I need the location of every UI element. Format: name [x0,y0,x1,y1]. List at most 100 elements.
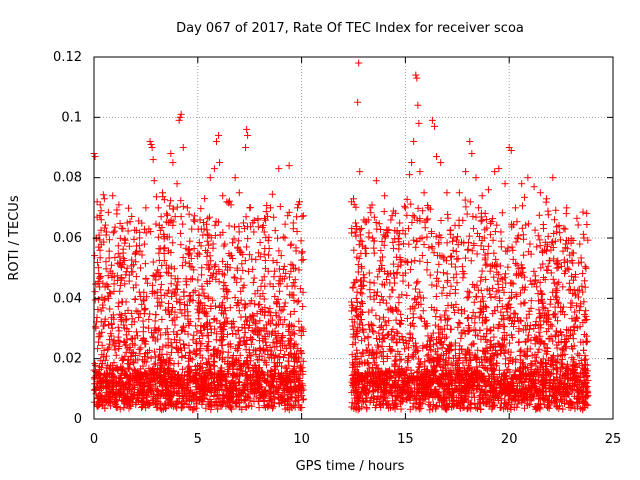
data-point [96,201,104,209]
data-point [582,355,590,363]
data-point [484,186,492,194]
data-point [428,116,436,124]
data-point [237,275,245,283]
data-point [540,225,548,233]
data-point [470,241,478,249]
data-point [220,242,228,250]
data-point [257,282,265,290]
data-point [111,346,119,354]
data-point [152,310,160,318]
data-point [258,276,266,284]
data-point [580,346,588,354]
data-point [114,323,122,331]
data-point [231,274,239,282]
data-point [254,301,262,309]
data-point [439,269,447,277]
data-point [531,226,539,234]
data-point [163,325,171,333]
data-point [114,242,122,250]
data-point [141,260,149,268]
data-point [563,258,571,266]
data-point [163,350,171,358]
data-point [114,333,122,341]
data-point [486,267,494,275]
data-point [555,278,563,286]
data-point [146,310,154,318]
data-point [170,265,178,273]
data-point [242,213,250,221]
data-point [507,147,515,155]
data-point [405,240,413,248]
data-point [99,322,107,330]
data-point [206,213,214,221]
data-point [190,331,198,339]
data-point [415,119,423,127]
data-point [355,59,363,67]
data-point [348,229,356,237]
data-point [477,277,485,285]
data-point [381,192,389,200]
data-point [370,213,378,221]
data-point [518,224,526,232]
data-point [491,228,499,236]
data-point [120,321,128,329]
data-point [139,317,147,325]
data-point [121,235,129,243]
data-point [177,213,185,221]
data-point [287,240,295,248]
data-point [163,210,171,218]
data-point [469,340,477,348]
data-point [493,221,501,229]
data-point [132,227,140,235]
data-point [374,273,382,281]
data-point [113,206,121,214]
data-point [464,314,472,322]
data-point [464,245,472,253]
data-point [503,308,511,316]
data-point [204,293,212,301]
data-point [437,159,445,167]
data-point [579,230,587,238]
data-point [423,233,431,241]
data-point [553,287,561,295]
data-point [268,190,276,198]
data-point [454,233,462,241]
data-point [164,286,172,294]
data-point [464,287,472,295]
data-point [116,253,124,261]
data-point [447,253,455,261]
data-point [187,275,195,283]
data-point [574,350,582,358]
data-point [372,312,380,320]
data-point [535,211,543,219]
data-point [472,174,480,182]
data-point [119,298,127,306]
data-point [389,286,397,294]
data-point [91,288,99,296]
data-point [430,122,438,130]
data-point [492,255,500,263]
data-point [478,216,486,224]
data-point [428,281,436,289]
data-point [119,245,127,253]
data-point [115,299,123,307]
data-point [293,204,301,212]
data-point [153,294,161,302]
data-point [114,250,122,258]
data-point [368,306,376,314]
data-point [428,229,436,237]
data-point [107,261,115,269]
data-point [351,352,359,360]
data-point [145,315,153,323]
data-point [546,300,554,308]
data-point [561,225,569,233]
data-point [385,270,393,278]
data-point [378,322,386,330]
data-point [177,241,185,249]
data-point [195,239,203,247]
data-point [196,340,204,348]
data-point [224,331,232,339]
data-point [293,298,301,306]
data-point [372,177,380,185]
data-point [299,288,307,296]
